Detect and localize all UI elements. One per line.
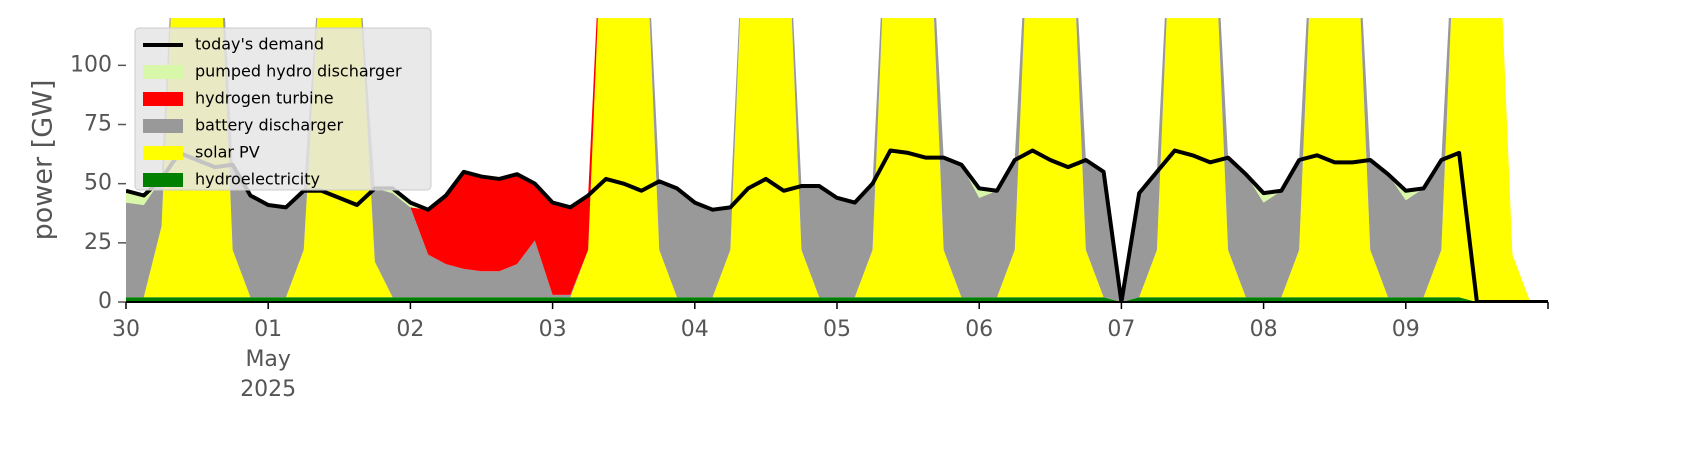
area (126, 18, 1548, 302)
legend-label: hydroelectricity (195, 170, 320, 189)
y-tick-label: 50 (84, 171, 112, 196)
legend-label: solar PV (195, 143, 260, 162)
x-tick-label: 04 (681, 317, 709, 342)
x-tick-label: 05 (823, 317, 851, 342)
x-tick-label: 06 (965, 317, 993, 342)
legend-swatch (143, 119, 183, 133)
x-tick-label: 07 (1107, 317, 1135, 342)
y-tick-label: 25 (84, 230, 112, 255)
x-tick-label: 30 (112, 317, 140, 342)
y-tick-label: 100 (70, 52, 112, 77)
legend-swatch (143, 65, 183, 79)
y-axis-label: power [GW] (28, 80, 59, 241)
plot-area (126, 18, 1548, 302)
x-tick-label: 08 (1250, 317, 1278, 342)
y-tick-label: 75 (84, 112, 112, 137)
x-tick-label: 03 (539, 317, 567, 342)
legend-box (134, 27, 432, 191)
legend-swatch (143, 92, 183, 106)
x-tick-label: 01 May 2025 (240, 317, 296, 402)
area (126, 297, 1548, 302)
legend-label: hydrogen turbine (195, 89, 334, 108)
legend-label: today's demand (195, 35, 324, 54)
legend-swatch (143, 146, 183, 160)
y-tick-label: 0 (98, 289, 112, 314)
demand-line (126, 148, 1548, 302)
x-tick-label: 02 (396, 317, 424, 342)
legend-label: pumped hydro discharger (195, 62, 402, 81)
legend-swatch (143, 173, 183, 187)
x-tick-label: 09 (1392, 317, 1420, 342)
area (126, 18, 1548, 302)
legend-label: battery discharger (195, 116, 343, 135)
area (126, 18, 1548, 302)
